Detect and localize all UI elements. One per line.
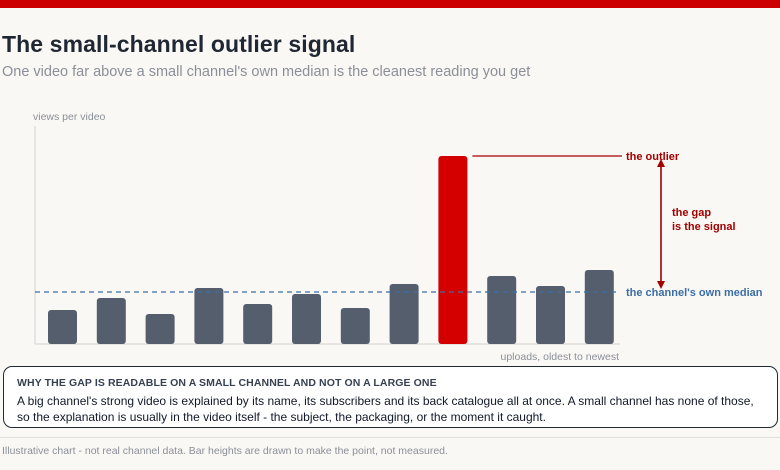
page-title: The small-channel outlier signal bbox=[2, 31, 356, 57]
median-label: the channel's own median bbox=[626, 287, 763, 299]
bar bbox=[292, 294, 321, 344]
top-accent-bar bbox=[0, 0, 780, 8]
info-box: WHY THE GAP IS READABLE ON A SMALL CHANN… bbox=[3, 366, 778, 428]
bar bbox=[536, 286, 565, 344]
info-box-body: A big channel's strong video is explaine… bbox=[17, 394, 754, 424]
gap-label-line1: the gap bbox=[672, 207, 711, 219]
footer-divider bbox=[0, 437, 780, 438]
bar bbox=[243, 304, 273, 344]
y-axis-label: views per video bbox=[33, 111, 106, 123]
bar-chart: views per video uploads, oldest to newest… bbox=[33, 111, 763, 363]
outlier-label: the outlier bbox=[626, 151, 680, 163]
bar bbox=[340, 308, 370, 344]
footnote: Illustrative chart - not real channel da… bbox=[2, 445, 448, 457]
gap-arrow-head-up bbox=[657, 159, 665, 167]
bar bbox=[487, 276, 517, 344]
bar bbox=[584, 270, 614, 344]
info-box-heading: WHY THE GAP IS READABLE ON A SMALL CHANN… bbox=[17, 377, 437, 389]
gap-label-line2: is the signal bbox=[672, 221, 736, 233]
bar bbox=[389, 284, 419, 344]
bar bbox=[96, 298, 126, 344]
bar bbox=[145, 314, 175, 344]
bar bbox=[48, 310, 77, 344]
page-subtitle: One video far above a small channel's ow… bbox=[2, 64, 531, 80]
bar bbox=[194, 288, 224, 344]
outlier-bar bbox=[438, 156, 468, 344]
gap-arrow-head-down bbox=[657, 281, 665, 289]
x-axis-label: uploads, oldest to newest bbox=[501, 351, 620, 363]
